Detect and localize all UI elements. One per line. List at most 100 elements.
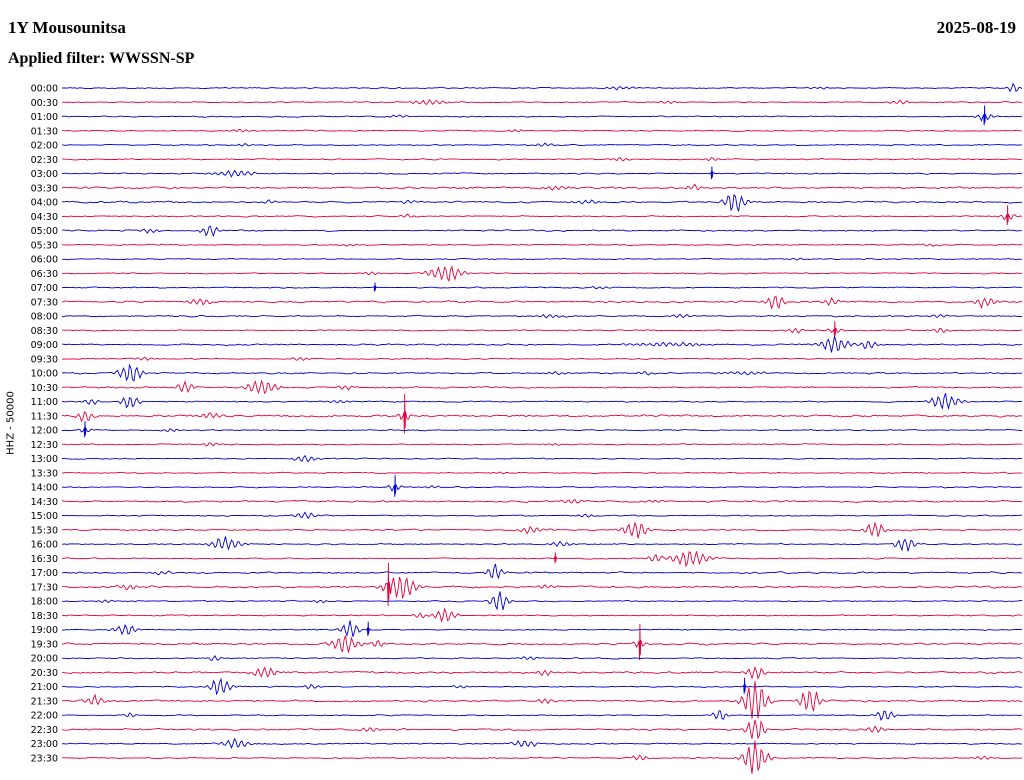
trace-row-0830 [61, 321, 1023, 338]
time-label: 04:30 [31, 212, 58, 223]
trace-row-0230 [61, 156, 1023, 162]
time-label: 01:30 [31, 126, 58, 137]
trace-row-1030 [61, 379, 1022, 395]
trace-row-0800 [61, 313, 1022, 319]
trace-row-1630 [61, 551, 1023, 568]
time-label: 13:30 [31, 468, 58, 479]
time-label: 22:00 [31, 711, 58, 722]
trace-row-2100 [62, 677, 1023, 696]
time-label: 05:30 [31, 240, 58, 251]
time-label: 14:30 [31, 497, 58, 508]
time-label: 00:00 [31, 84, 58, 95]
time-label: 10:00 [31, 369, 58, 380]
time-label: 12:30 [31, 440, 58, 451]
time-label: 20:00 [31, 654, 58, 665]
time-label: 02:00 [31, 141, 58, 152]
header: 1Y Mousounitsa 2025-08-19 [8, 18, 1016, 38]
trace-row-2130 [61, 680, 1023, 719]
time-label: 15:00 [31, 511, 58, 522]
trace-row-1300 [61, 454, 1023, 463]
trace-row-0730 [62, 295, 1023, 310]
time-label: 08:00 [31, 312, 58, 323]
time-label: 08:30 [31, 326, 58, 337]
time-label: 00:30 [31, 98, 58, 109]
time-label: 06:30 [31, 269, 58, 280]
trace-row-1400 [61, 475, 1023, 497]
channel-scale-label: HHZ - 50000 [5, 391, 17, 455]
trace-row-1230 [61, 442, 1023, 447]
time-label: 16:30 [31, 554, 58, 565]
time-label: 21:30 [31, 696, 58, 707]
trace-row-1200 [62, 421, 1022, 438]
time-label: 11:30 [31, 411, 58, 422]
time-label: 22:30 [31, 725, 58, 736]
time-label: 18:00 [31, 597, 58, 608]
trace-row-0300 [62, 166, 1023, 180]
time-label: 13:00 [31, 454, 58, 465]
time-label: 19:30 [31, 639, 58, 650]
trace-row-1430 [61, 499, 1023, 504]
time-label: 05:00 [31, 226, 58, 237]
trace-row-0100 [61, 105, 1023, 126]
trace-row-1830 [61, 607, 1023, 623]
trace-row-0900 [62, 336, 1023, 353]
trace-row-1530 [61, 521, 1022, 539]
time-label: 19:00 [31, 625, 58, 636]
filter-label: Applied filter: WWSSN-SP [8, 50, 195, 67]
trace-row-1000 [61, 363, 1023, 382]
time-label: 11:00 [31, 397, 58, 408]
time-label: 01:00 [31, 112, 58, 123]
trace-row-0700 [61, 282, 1023, 292]
time-label: 03:00 [31, 169, 58, 180]
time-label: 18:30 [31, 611, 58, 622]
trace-row-0600 [62, 257, 1023, 261]
trace-row-2030 [62, 665, 1023, 680]
trace-row-1900 [61, 620, 1023, 637]
time-label: 23:30 [31, 754, 58, 765]
trace-row-0000 [62, 82, 1023, 93]
time-label: 09:00 [31, 340, 58, 351]
trace-row-0400 [61, 193, 1023, 212]
time-label: 06:00 [31, 255, 58, 266]
trace-row-0630 [61, 265, 1023, 283]
trace-row-1700 [61, 563, 1023, 580]
time-label: 15:30 [31, 525, 58, 536]
time-label: 12:00 [31, 426, 58, 437]
trace-row-0930 [61, 356, 1023, 361]
trace-row-1100 [61, 393, 1022, 411]
trace-row-2230 [61, 719, 1022, 740]
time-label: 07:00 [31, 283, 58, 294]
trace-row-0500 [62, 225, 1022, 237]
time-label: 23:00 [31, 739, 58, 750]
trace-row-2000 [61, 654, 1022, 662]
time-label: 16:00 [31, 540, 58, 551]
time-label: 17:00 [31, 568, 58, 579]
trace-row-0530 [62, 243, 1023, 247]
time-label: 02:30 [31, 155, 58, 166]
trace-row-2200 [61, 710, 1023, 721]
station-name: 1Y Mousounitsa [8, 18, 126, 37]
time-label: 21:00 [31, 682, 58, 693]
time-label: 07:30 [31, 297, 58, 308]
trace-row-1930 [61, 623, 1023, 661]
time-label: 20:30 [31, 668, 58, 679]
trace-row-1600 [61, 536, 1023, 552]
trace-row-0200 [62, 142, 1023, 147]
time-label: 17:30 [31, 582, 58, 593]
trace-row-2330 [61, 740, 1023, 774]
trace-row-0330 [61, 183, 1023, 191]
trace-row-1130 [61, 393, 1023, 434]
trace-row-1330 [61, 471, 1023, 475]
trace-row-1500 [61, 511, 1022, 520]
trace-row-0430 [61, 205, 1023, 226]
trace-row-0030 [61, 99, 1023, 105]
time-label: 14:00 [31, 483, 58, 494]
time-label: 09:30 [31, 354, 58, 365]
trace-row-1730 [61, 562, 1023, 607]
time-label: 10:30 [31, 383, 58, 394]
time-label: 03:30 [31, 183, 58, 194]
trace-row-1800 [62, 591, 1023, 611]
trace-row-2300 [61, 737, 1023, 749]
trace-row-0130 [61, 128, 1022, 133]
